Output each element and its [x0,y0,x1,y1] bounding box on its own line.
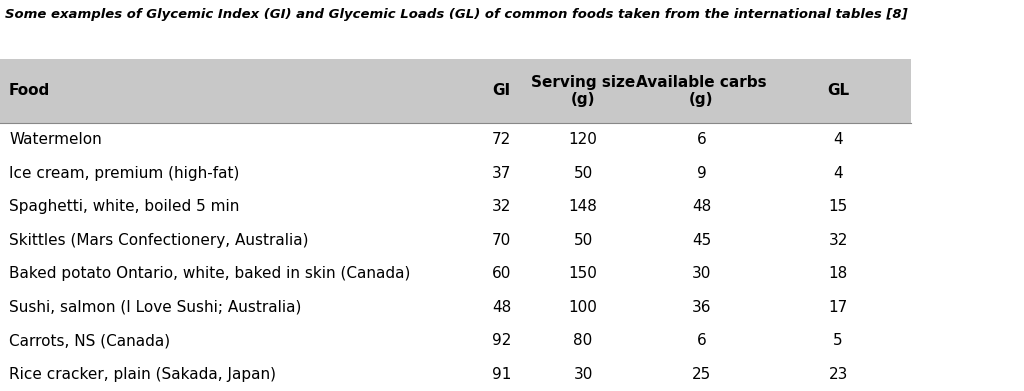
Text: 6: 6 [696,333,707,348]
Text: GI: GI [492,83,510,99]
Text: GL: GL [827,83,849,99]
Text: 92: 92 [492,333,511,348]
Text: Serving size
(g): Serving size (g) [530,75,635,107]
Text: Spaghetti, white, boiled 5 min: Spaghetti, white, boiled 5 min [9,199,240,214]
Text: 48: 48 [492,300,511,315]
Text: 4: 4 [834,133,843,147]
Text: 18: 18 [828,266,848,281]
Text: Food: Food [9,83,50,99]
Text: 148: 148 [568,199,597,214]
Text: 50: 50 [573,233,593,248]
Text: 48: 48 [692,199,711,214]
Text: Available carbs
(g): Available carbs (g) [636,75,767,107]
Text: 30: 30 [692,266,711,281]
Text: 100: 100 [568,300,597,315]
Text: 36: 36 [692,300,712,315]
Text: 50: 50 [573,166,593,181]
Text: 45: 45 [692,233,711,248]
Text: 120: 120 [568,133,597,147]
Text: 70: 70 [492,233,511,248]
Text: 150: 150 [568,266,597,281]
Text: 32: 32 [828,233,848,248]
Text: Carrots, NS (Canada): Carrots, NS (Canada) [9,333,170,348]
Text: 15: 15 [828,199,848,214]
Text: Rice cracker, plain (Sakada, Japan): Rice cracker, plain (Sakada, Japan) [9,367,276,382]
Text: 17: 17 [828,300,848,315]
Text: Skittles (Mars Confectionery, Australia): Skittles (Mars Confectionery, Australia) [9,233,308,248]
Text: 30: 30 [573,367,593,382]
Text: 37: 37 [492,166,511,181]
Text: 6: 6 [696,133,707,147]
Bar [0,59,911,123]
Text: 25: 25 [692,367,711,382]
Text: Sushi, salmon (I Love Sushi; Australia): Sushi, salmon (I Love Sushi; Australia) [9,300,301,315]
Text: 5: 5 [834,333,843,348]
Text: Ice cream, premium (high-fat): Ice cream, premium (high-fat) [9,166,240,181]
Text: Some examples of Glycemic Index (GI) and Glycemic Loads (GL) of common foods tak: Some examples of Glycemic Index (GI) and… [4,8,907,21]
Text: 32: 32 [492,199,511,214]
Text: Watermelon: Watermelon [9,133,101,147]
Text: 4: 4 [834,166,843,181]
Text: 80: 80 [573,333,593,348]
Text: 91: 91 [492,367,511,382]
Text: 72: 72 [492,133,511,147]
Text: 60: 60 [492,266,511,281]
Text: 23: 23 [828,367,848,382]
Text: Baked potato Ontario, white, baked in skin (Canada): Baked potato Ontario, white, baked in sk… [9,266,411,281]
Text: 9: 9 [696,166,707,181]
